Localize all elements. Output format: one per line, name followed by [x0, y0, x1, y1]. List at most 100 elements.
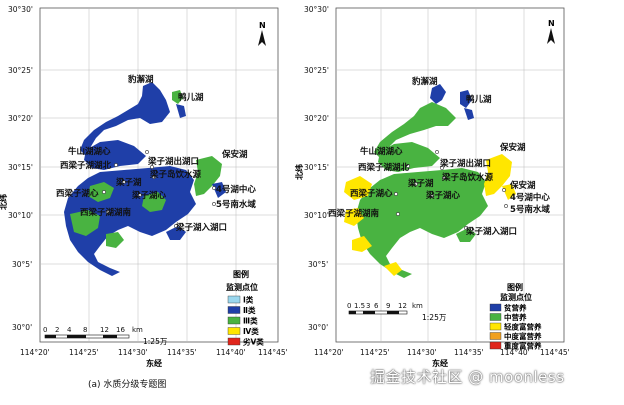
left-legend-subtitle: 监测点位 [226, 282, 258, 292]
left-label-xilz-south: 西梁子湖湖南 [80, 207, 132, 218]
right-scale-unit: km [412, 302, 423, 310]
right-scale-n4: 9 [386, 302, 390, 310]
right-scale-n0: 0 [347, 302, 351, 310]
right-label-baoan-2: 保安湖 [509, 180, 536, 191]
left-map: 豹澥湖 鸭儿湖 牛山湖湖心 保安湖 西梁子湖湖北 梁子湖出湖口 梁子湖 梁子岛饮… [0, 5, 288, 368]
right-scale-n1: 1.5 [354, 302, 365, 310]
right-lat-tick: 30°25' [304, 66, 329, 75]
right-lake-yaer [460, 90, 472, 108]
left-lake-liangzi-green-1 [88, 182, 114, 202]
legend-label: 重度富营养 [504, 341, 542, 351]
left-label-xilz-north: 西梁子湖湖北 [60, 160, 112, 171]
right-north-arrow: N [547, 19, 555, 44]
right-scale-ratio: 1:25万 [422, 313, 447, 322]
right-label-yaer: 鸭儿湖 [466, 94, 492, 105]
legend-label: 轻度富营养 [504, 322, 542, 332]
left-scale-n2: 4 [67, 326, 72, 334]
right-lon-tick: 114°25' [360, 348, 390, 357]
left-lon-tick: 114°45' [258, 348, 288, 357]
left-lat-tick: 30°5' [12, 260, 32, 269]
right-lake-baoxie-green [374, 102, 456, 158]
right-lake-baoan [484, 154, 512, 196]
left-scale-n5: 16 [116, 326, 125, 334]
legend-label: Ⅲ类 [243, 316, 258, 326]
left-label-lzhx: 梁子湖心 [131, 190, 167, 201]
right-lat-tick: 30°20' [304, 114, 329, 123]
left-lon-tick: 114°25' [69, 348, 99, 357]
legend-label: Ⅱ类 [243, 305, 256, 315]
right-lake-liangzi-yellow-2 [344, 208, 364, 226]
right-legend-subtitle: 监测点位 [500, 292, 532, 302]
left-lake-yaer-2 [176, 104, 186, 118]
right-lat-label: 北纬 [294, 164, 304, 180]
legend-label: 中营养 [504, 312, 527, 322]
right-lat-ticks: 30°30' 30°25' 30°20' 30°15' 30°10' 30°5'… [304, 5, 329, 332]
right-lake-south [456, 228, 476, 242]
legend-swatch [227, 316, 241, 325]
left-lat-ticks: 30°30' 30°25' 30°20' 30°15' 30°10' 30°5'… [8, 5, 33, 332]
right-legend-title: 图例 [507, 282, 523, 292]
left-lat-tick: 30°10' [8, 211, 33, 220]
left-scale-n1: 2 [55, 326, 59, 334]
legend-swatch [489, 303, 502, 312]
left-label-yaer: 鸭儿湖 [178, 92, 204, 103]
right-lat-tick: 30°10' [304, 211, 329, 220]
left-north-label: N [259, 21, 266, 30]
right-lon-tick: 114°20' [314, 348, 344, 357]
legend-swatch [489, 322, 502, 331]
legend-swatch [227, 295, 241, 304]
left-scale-n4: 12 [100, 326, 109, 334]
right-lat-tick: 30°0' [308, 323, 328, 332]
left-lon-tick: 114°35' [167, 348, 197, 357]
left-scale-n0: 0 [43, 326, 47, 334]
watermark-text: 掘金技术社区 @ moonless [370, 368, 565, 386]
left-label-baoxie: 豹澥湖 [127, 74, 154, 85]
left-place-labels: 豹澥湖 鸭儿湖 牛山湖湖心 保安湖 西梁子湖湖北 梁子湖出湖口 梁子湖 梁子岛饮… [56, 74, 256, 233]
right-lake-4hao [502, 184, 516, 200]
right-label-ruhukou: 梁子湖入湖口 [465, 226, 517, 237]
legend-swatch [489, 332, 502, 340]
right-scale-bar: 0 1.5 3 6 9 12 km 1:25万 [347, 302, 447, 322]
left-lake-yaer [172, 90, 183, 104]
left-lat-tick: 30°25' [8, 66, 33, 75]
right-label-chuhukou: 梁子湖出湖口 [439, 158, 491, 169]
legend-swatch [489, 341, 502, 350]
left-lakes [64, 82, 226, 276]
right-scale-n5: 12 [398, 302, 407, 310]
left-lake-south [166, 226, 186, 240]
left-label-niushan: 牛山湖湖心 [68, 146, 111, 157]
right-lat-tick: 30°5' [308, 260, 328, 269]
left-sample-points [102, 150, 216, 228]
right-label-5hao: 5号南水域 [510, 204, 550, 215]
left-label-5hao: 5号南水域 [216, 199, 256, 210]
right-scale-n3: 6 [374, 302, 379, 310]
left-label-baoan: 保安湖 [221, 149, 248, 160]
left-lat-tick: 30°0' [12, 323, 32, 332]
legend-swatch [489, 313, 502, 321]
legend-swatch [227, 327, 241, 335]
legend-swatch [227, 337, 241, 346]
right-lake-yaer-2 [464, 108, 474, 120]
left-graticule [40, 8, 278, 342]
left-label-chuhukou: 梁子湖出湖口 [147, 156, 199, 167]
left-scale-unit: km [132, 326, 143, 334]
right-lon-tick: 114°35' [454, 348, 484, 357]
right-label-4hao: 4号湖中心 [510, 192, 550, 203]
right-label-xilz-south: 西梁子湖湖南 [328, 208, 380, 219]
left-lake-liangzi-green-3 [142, 192, 166, 212]
right-lake-liangzi-yellow-1 [344, 176, 372, 200]
legend-label: Ⅰ类 [243, 295, 254, 305]
left-lat-tick: 30°30' [8, 5, 33, 14]
left-lon-tick: 114°30' [118, 348, 148, 357]
right-lon-tick: 114°40' [500, 348, 530, 357]
right-lakes [344, 84, 516, 278]
right-lake-baoxie [430, 84, 446, 104]
right-lake-liangzi-yellow-3 [352, 236, 372, 252]
left-lat-tick: 30°15' [8, 163, 33, 172]
legend-label: 劣Ⅴ类 [242, 337, 264, 347]
left-lake-liangzi-green-2 [70, 210, 100, 236]
